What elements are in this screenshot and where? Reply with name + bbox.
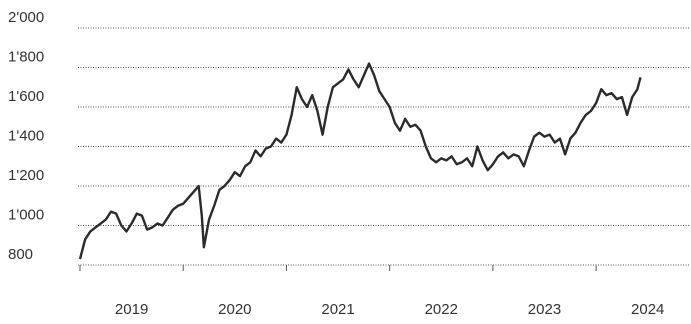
x-tick-label: 2022 <box>425 301 458 318</box>
y-tick-label: 1'400 <box>8 127 44 144</box>
y-tick-label: 800 <box>8 246 33 263</box>
x-tick-label: 2019 <box>115 301 148 318</box>
x-tick-label: 2024 <box>631 301 664 318</box>
y-tick-label: 1'800 <box>8 48 44 65</box>
x-tick-label: 2020 <box>218 301 251 318</box>
y-tick-label: 1'200 <box>8 167 44 184</box>
price-line <box>78 62 642 260</box>
x-tick-label: 2021 <box>321 301 354 318</box>
y-tick-label: 1'000 <box>8 206 44 223</box>
y-tick-label: 1'600 <box>8 88 44 105</box>
y-tick-label: 2'000 <box>8 9 44 26</box>
x-tick-label: 2023 <box>528 301 561 318</box>
